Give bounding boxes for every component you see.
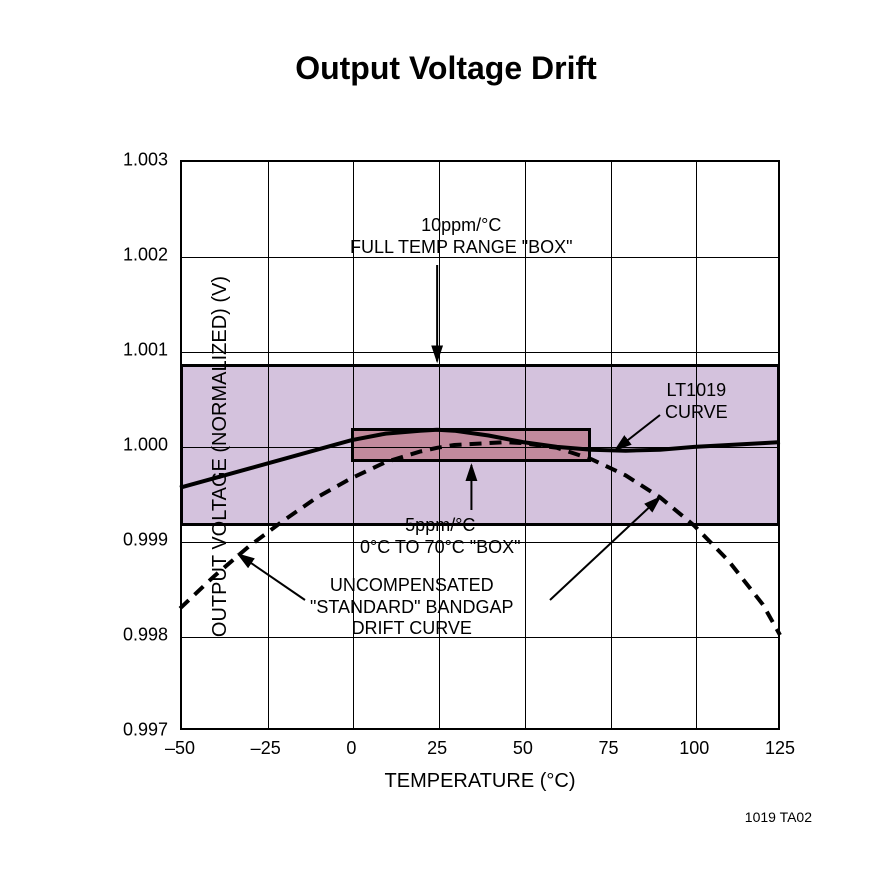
x-tick-label: –25: [251, 738, 281, 759]
x-tick-label: 75: [599, 738, 619, 759]
figure-id: 1019 TA02: [745, 809, 812, 825]
plot-area: TEMPERATURE (°C) OUTPUT VOLTAGE (NORMALI…: [180, 160, 780, 730]
annotation-text: FULL TEMP RANGE "BOX": [350, 237, 573, 257]
y-tick-label: 0.999: [123, 530, 168, 551]
x-tick-label: 25: [427, 738, 447, 759]
x-axis-label: TEMPERATURE (°C): [180, 770, 780, 793]
y-tick-label: 1.000: [123, 435, 168, 456]
chart-container: Output Voltage Drift TEMPERATURE (°C) OU…: [0, 0, 892, 885]
annotation-lt1019: LT1019 CURVE: [665, 380, 728, 423]
arrow-line: [238, 554, 305, 600]
curve-path: [180, 430, 780, 488]
chart-title: Output Voltage Drift: [0, 50, 892, 87]
annotation-text: DRIFT CURVE: [352, 618, 472, 638]
annotation-text: UNCOMPENSATED: [330, 575, 494, 595]
annotation-text: 10ppm/°C: [421, 215, 501, 235]
y-tick-label: 0.998: [123, 625, 168, 646]
y-tick-label: 1.001: [123, 340, 168, 361]
x-tick-label: 125: [765, 738, 795, 759]
x-tick-label: 100: [679, 738, 709, 759]
y-tick-label: 1.003: [123, 150, 168, 171]
annotation-5ppm: 5ppm/°C 0°C TO 70°C "BOX": [360, 515, 521, 558]
x-tick-label: 0: [346, 738, 356, 759]
y-tick-label: 0.997: [123, 720, 168, 741]
annotation-text: 5ppm/°C: [405, 515, 475, 535]
x-tick-label: 50: [513, 738, 533, 759]
arrow-line: [615, 415, 660, 450]
annotation-uncomp: UNCOMPENSATED "STANDARD" BANDGAP DRIFT C…: [310, 575, 513, 640]
arrow-line: [550, 497, 660, 600]
annotation-text: LT1019: [666, 380, 726, 400]
annotation-text: CURVE: [665, 402, 728, 422]
annotation-text: "STANDARD" BANDGAP: [310, 597, 513, 617]
y-axis-label: OUTPUT VOLTAGE (NORMALIZED) (V): [209, 276, 232, 637]
x-tick-label: –50: [165, 738, 195, 759]
y-tick-label: 1.002: [123, 245, 168, 266]
annotation-text: 0°C TO 70°C "BOX": [360, 537, 521, 557]
annotation-10ppm: 10ppm/°C FULL TEMP RANGE "BOX": [350, 215, 573, 258]
